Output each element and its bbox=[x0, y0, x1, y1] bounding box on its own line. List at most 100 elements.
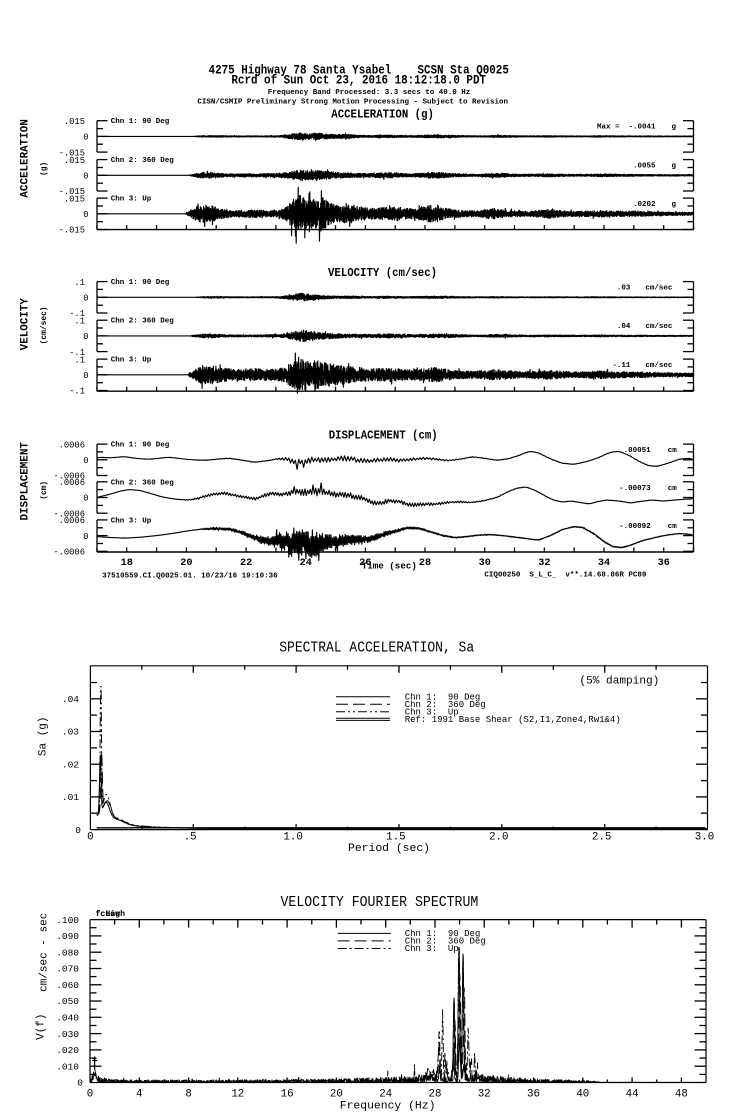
svg-text:.070: .070 bbox=[56, 964, 79, 975]
svg-text:2.0: 2.0 bbox=[489, 832, 508, 844]
svg-text:.060: .060 bbox=[56, 980, 79, 991]
svg-text:-.1: -.1 bbox=[69, 309, 85, 319]
svg-text:.03: .03 bbox=[62, 727, 79, 738]
svg-text:cm: cm bbox=[668, 523, 678, 531]
svg-text:.100: .100 bbox=[56, 915, 79, 926]
svg-text:Chn 1: 90 Deg: Chn 1: 90 Deg bbox=[111, 118, 170, 126]
svg-text:36: 36 bbox=[658, 558, 670, 569]
svg-text:(cm): (cm) bbox=[40, 481, 49, 500]
svg-text:30: 30 bbox=[479, 558, 491, 569]
svg-text:20: 20 bbox=[180, 558, 192, 569]
svg-text:Frequency (Hz): Frequency (Hz) bbox=[340, 1100, 436, 1112]
svg-text:0: 0 bbox=[83, 456, 88, 466]
svg-text:26: 26 bbox=[359, 558, 371, 569]
svg-text:DISPLACEMENT (cm): DISPLACEMENT (cm) bbox=[329, 429, 438, 443]
svg-text:0: 0 bbox=[83, 371, 88, 381]
svg-text:.050: .050 bbox=[56, 996, 79, 1007]
svg-text:VELOCITY FOURIER SPECTRUM: VELOCITY FOURIER SPECTRUM bbox=[280, 894, 478, 911]
svg-text:.040: .040 bbox=[56, 1013, 79, 1024]
svg-text:24: 24 bbox=[300, 558, 312, 569]
svg-text:1.0: 1.0 bbox=[283, 832, 302, 844]
svg-text:3.0: 3.0 bbox=[695, 832, 714, 844]
svg-text:18: 18 bbox=[121, 558, 133, 569]
svg-text:V(f): V(f) bbox=[36, 1013, 48, 1039]
svg-text:0: 0 bbox=[83, 294, 88, 304]
svg-text:cm/sec - sec: cm/sec - sec bbox=[38, 913, 50, 992]
svg-text:.1: .1 bbox=[74, 278, 85, 288]
svg-text:0: 0 bbox=[77, 1078, 83, 1089]
svg-text:Chn 3: Up: Chn 3: Up bbox=[405, 708, 459, 718]
svg-text:g: g bbox=[672, 201, 677, 209]
svg-text:(g): (g) bbox=[40, 162, 49, 176]
svg-text:(5% damping): (5% damping) bbox=[579, 676, 659, 688]
svg-text:DISPLACEMENT: DISPLACEMENT bbox=[20, 442, 32, 521]
svg-text:Chn 2: 360 Deg: Chn 2: 360 Deg bbox=[405, 937, 486, 947]
svg-text:-.015: -.015 bbox=[59, 226, 85, 236]
svg-text:g: g bbox=[672, 163, 677, 171]
svg-text:ACCELERATION (g): ACCELERATION (g) bbox=[331, 108, 434, 122]
svg-text:0: 0 bbox=[83, 532, 88, 542]
svg-text:22: 22 bbox=[240, 558, 252, 569]
svg-text:2.5: 2.5 bbox=[592, 832, 611, 844]
svg-text:.04: .04 bbox=[617, 323, 631, 331]
svg-text:.010: .010 bbox=[56, 1061, 79, 1072]
svg-text:.0055: .0055 bbox=[633, 163, 656, 171]
svg-text:-.00073: -.00073 bbox=[619, 485, 651, 493]
svg-text:0: 0 bbox=[83, 133, 88, 143]
svg-text:-.0006: -.0006 bbox=[53, 509, 85, 519]
svg-text:0: 0 bbox=[87, 1089, 93, 1101]
svg-text:-.0006: -.0006 bbox=[53, 548, 85, 558]
svg-text:.0006: .0006 bbox=[59, 440, 85, 450]
svg-text:Max = -.0041: Max = -.0041 bbox=[597, 124, 656, 132]
svg-text:.015: .015 bbox=[64, 194, 85, 204]
svg-text:.015: .015 bbox=[64, 156, 85, 166]
svg-text:ACCELERATION: ACCELERATION bbox=[20, 119, 32, 197]
svg-text:37510559.CI.Q0025.01. 10/23/16: 37510559.CI.Q0025.01. 10/23/16 19:10:36 bbox=[102, 572, 278, 580]
svg-text:fcLow: fcLow bbox=[96, 909, 121, 919]
svg-text:CISN/CSMIP Preliminary Strong: CISN/CSMIP Preliminary Strong Motion Pro… bbox=[197, 99, 508, 107]
svg-text:(cm/sec): (cm/sec) bbox=[40, 306, 49, 344]
svg-text:Chn 1: 90 Deg: Chn 1: 90 Deg bbox=[111, 442, 170, 450]
svg-text:.1: .1 bbox=[74, 355, 85, 365]
svg-text:40: 40 bbox=[576, 1089, 589, 1101]
svg-text:Period (sec): Period (sec) bbox=[348, 843, 430, 855]
svg-text:8: 8 bbox=[185, 1089, 191, 1101]
svg-text:.020: .020 bbox=[56, 1045, 79, 1056]
svg-text:Chn 1: 90 Deg: Chn 1: 90 Deg bbox=[405, 929, 481, 939]
svg-text:Frequency Band Processed: 3.3: Frequency Band Processed: 3.3 secs to 40… bbox=[268, 89, 471, 97]
svg-text:Chn 2: 360 Deg: Chn 2: 360 Deg bbox=[111, 318, 175, 326]
svg-text:Chn 2: 360 Deg: Chn 2: 360 Deg bbox=[111, 157, 175, 165]
svg-text:.5: .5 bbox=[184, 832, 197, 844]
svg-text:Chn 1: 90 Deg: Chn 1: 90 Deg bbox=[405, 693, 481, 703]
svg-text:Chn 2: 360 Deg: Chn 2: 360 Deg bbox=[111, 479, 175, 487]
svg-text:28: 28 bbox=[429, 1089, 442, 1101]
svg-text:Chn 1: 90 Deg: Chn 1: 90 Deg bbox=[111, 279, 170, 287]
svg-text:.015: .015 bbox=[64, 117, 85, 127]
svg-text:-.00092: -.00092 bbox=[619, 523, 651, 531]
svg-text:CIQ00250 S_L_C_ v**.14.68.86: CIQ00250 S_L_C_ v**.14.68.86R PC89 bbox=[484, 572, 647, 580]
svg-text:4: 4 bbox=[136, 1089, 142, 1101]
svg-text:0: 0 bbox=[83, 172, 88, 182]
svg-text:.090: .090 bbox=[56, 931, 79, 942]
svg-text:34: 34 bbox=[598, 558, 610, 569]
svg-text:.04: .04 bbox=[62, 694, 79, 705]
svg-text:cm/sec: cm/sec bbox=[645, 323, 673, 331]
svg-text:0: 0 bbox=[83, 210, 88, 220]
svg-text:-.015: -.015 bbox=[59, 187, 85, 197]
svg-text:Chn 2: 360 Deg: Chn 2: 360 Deg bbox=[405, 700, 486, 710]
svg-text:24: 24 bbox=[379, 1089, 392, 1101]
svg-text:0: 0 bbox=[87, 832, 93, 844]
svg-text:0: 0 bbox=[83, 494, 88, 504]
svg-text:48: 48 bbox=[675, 1089, 688, 1101]
svg-text:4275 Highway 78 Santa Ysabel: 4275 Highway 78 Santa Ysabel SCSN Sta Q0… bbox=[209, 63, 509, 78]
svg-text:VELOCITY (cm/sec): VELOCITY (cm/sec) bbox=[328, 266, 437, 280]
svg-text:-.0006: -.0006 bbox=[53, 472, 85, 482]
svg-text:44: 44 bbox=[626, 1089, 639, 1101]
svg-text:cm: cm bbox=[668, 447, 678, 455]
svg-text:fcHigh: fcHigh bbox=[96, 909, 126, 919]
svg-text:Time (sec): Time (sec) bbox=[362, 561, 417, 572]
svg-text:32: 32 bbox=[538, 558, 550, 569]
svg-text:Sa (g): Sa (g) bbox=[37, 716, 49, 756]
svg-text:.080: .080 bbox=[56, 947, 79, 958]
svg-text:.0006: .0006 bbox=[59, 516, 85, 526]
